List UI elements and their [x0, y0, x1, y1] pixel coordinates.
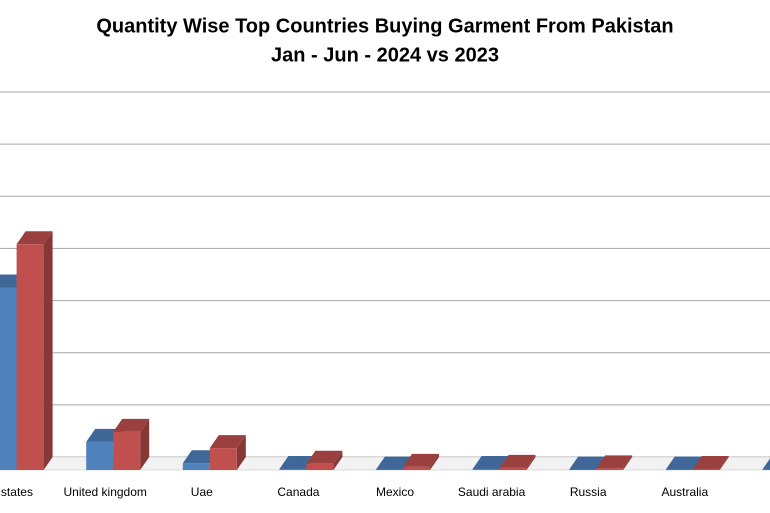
bar-front [113, 431, 141, 470]
bar [499, 454, 536, 470]
bar [306, 450, 343, 470]
bar-side [140, 418, 150, 470]
bar-top [665, 456, 702, 470]
bar-front [209, 448, 237, 470]
bar-top [692, 455, 729, 469]
bar [762, 458, 770, 470]
bar-front [403, 466, 430, 470]
bar-side [43, 231, 53, 470]
bar [403, 453, 439, 470]
bar-top [16, 231, 53, 245]
bar-top [113, 418, 150, 432]
bar-front [665, 469, 693, 470]
bar-front [0, 287, 17, 470]
bar-front [472, 468, 500, 470]
bar [209, 435, 246, 470]
bar-side [719, 455, 729, 470]
bar-top [209, 435, 246, 449]
bar-side [236, 435, 246, 470]
bar-front [86, 441, 114, 470]
bar [113, 418, 150, 470]
chart-title: Quantity Wise Top Countries Buying Garme… [96, 15, 673, 37]
x-tick-label: Russia [570, 485, 607, 499]
bar-top [499, 454, 536, 468]
bar-front [376, 469, 403, 470]
bar-front [499, 467, 527, 470]
x-tick-label: Saudi arabia [458, 485, 526, 499]
x-tick-label: ed states [0, 485, 33, 499]
x-tick-label: Uae [191, 485, 213, 499]
chart-subtitle: Jan - Jun - 2024 vs 2023 [271, 44, 499, 66]
bar-side [333, 450, 343, 470]
x-tick-label: Canada [277, 485, 319, 499]
bar-top [376, 456, 412, 470]
bar [16, 231, 53, 470]
x-tick-label: Mexico [376, 485, 414, 499]
bar-front [596, 468, 624, 470]
bar-side [623, 455, 633, 470]
x-tick-label: United kingdom [64, 485, 147, 499]
bar-top [569, 456, 606, 470]
bar-top [403, 453, 439, 467]
bar-front [279, 468, 307, 470]
bar-front [16, 244, 44, 470]
bar-top [762, 458, 770, 470]
x-tick-label: Australia [661, 485, 708, 499]
bar-side [430, 453, 439, 470]
bar-front [569, 469, 597, 470]
bar [692, 455, 729, 470]
bar-front [306, 463, 334, 470]
bar [596, 455, 633, 470]
bar-top [306, 450, 343, 464]
bar-top [472, 455, 509, 469]
bar-side [526, 454, 536, 470]
bar-front [692, 468, 720, 470]
bar-front [182, 463, 210, 470]
bar-front [762, 469, 770, 470]
bar-top [596, 455, 633, 469]
